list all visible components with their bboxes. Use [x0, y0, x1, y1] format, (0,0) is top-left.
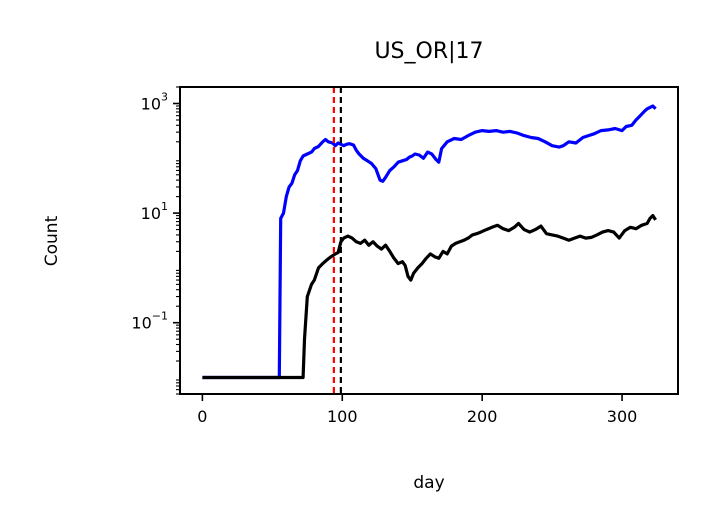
x-tick-label: 100	[327, 407, 358, 426]
plot-frame	[179, 86, 679, 395]
vline-layer	[332, 87, 342, 394]
x-tick-label: 200	[467, 407, 498, 426]
series-line-1	[202, 104, 657, 380]
y-axis-label: Count	[42, 215, 62, 266]
x-tick-label: 300	[607, 407, 638, 426]
y-tick-label: 10−1	[131, 310, 168, 333]
y-ticks: 10−1 101 103	[131, 86, 180, 395]
chart-title: US_OR|17	[374, 39, 483, 64]
x-ticks: 0 100 200 300	[197, 394, 637, 426]
plot-area	[179, 86, 679, 395]
x-tick-label: 0	[197, 407, 207, 426]
y-tick-label: 101	[141, 200, 168, 223]
series-layer	[202, 104, 657, 380]
x-axis-label: day	[413, 473, 444, 493]
y-tick-label: 103	[141, 90, 168, 113]
series-line-2	[202, 214, 657, 380]
